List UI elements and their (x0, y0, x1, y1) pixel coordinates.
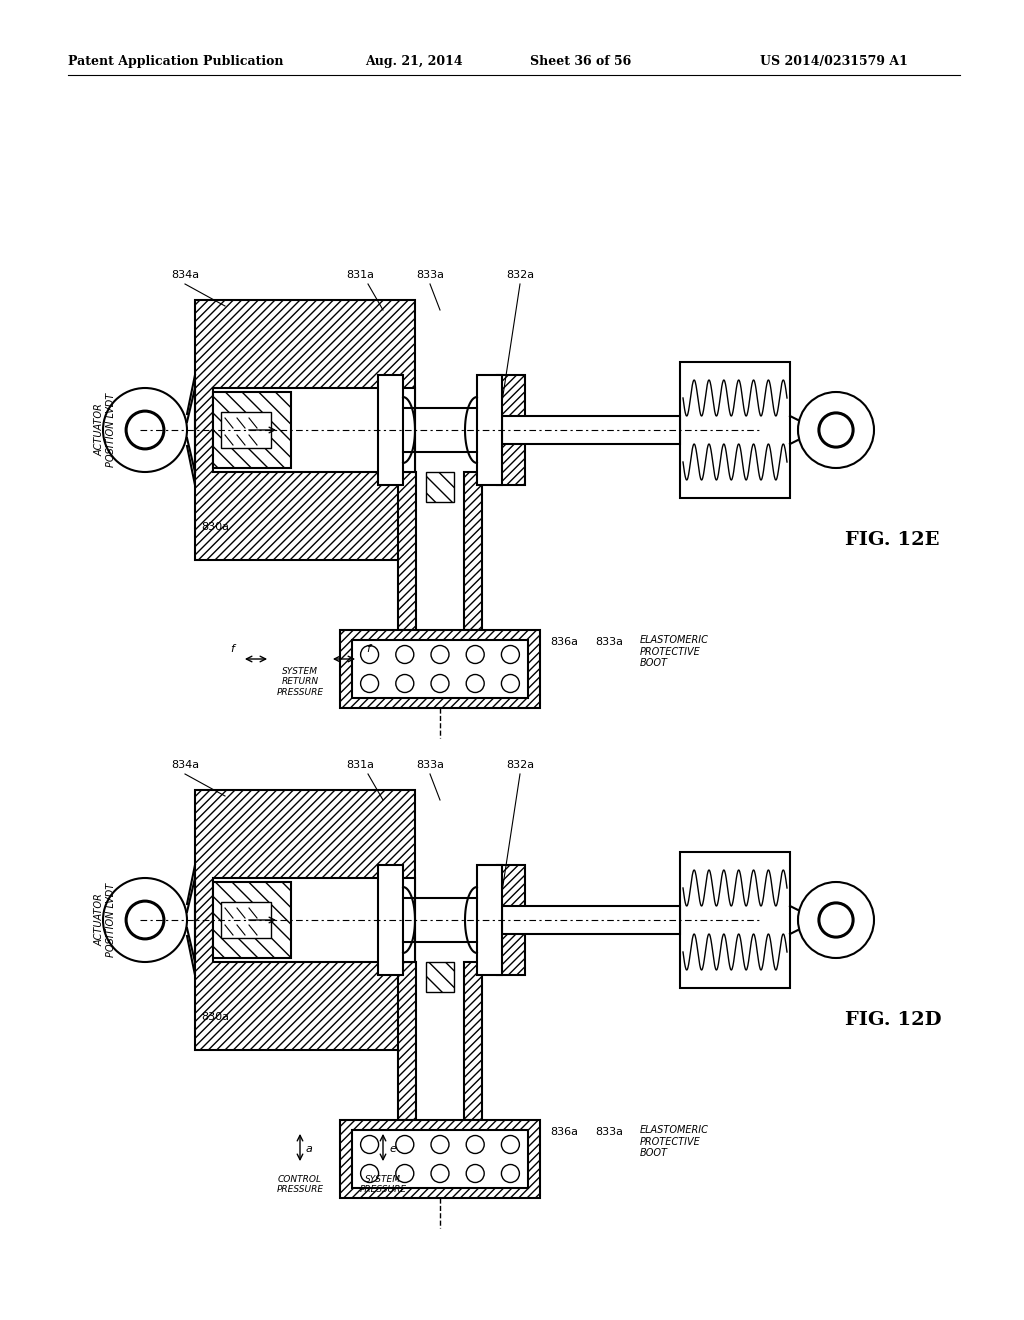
Text: 832a: 832a (506, 760, 535, 770)
Bar (195, 789, 415, 1049)
Bar (426, 473, 454, 502)
Text: f: f (366, 644, 370, 653)
Bar (502, 906, 680, 935)
Text: FIG. 12E: FIG. 12E (845, 531, 939, 549)
Bar (426, 962, 454, 993)
Text: FIG. 12D: FIG. 12D (845, 1011, 942, 1030)
Text: CONTROL
PRESSURE: CONTROL PRESSURE (276, 1175, 324, 1195)
Bar (398, 962, 416, 1119)
Text: 830a: 830a (201, 1012, 229, 1022)
Text: 833a: 833a (416, 271, 444, 280)
Bar (464, 473, 482, 630)
Bar (213, 882, 291, 958)
Bar (378, 375, 403, 484)
Bar (352, 640, 528, 698)
Text: ACTUATOR
POSITION LVDT: ACTUATOR POSITION LVDT (94, 393, 116, 467)
Bar (221, 902, 271, 939)
Bar (398, 962, 416, 1119)
Text: ACTUATOR
POSITION LVDT: ACTUATOR POSITION LVDT (94, 883, 116, 957)
Bar (213, 392, 291, 469)
Bar (464, 962, 482, 1119)
Text: 833a: 833a (595, 638, 623, 647)
Text: 834a: 834a (171, 760, 199, 770)
Bar (378, 865, 403, 975)
Bar (213, 392, 291, 469)
Bar (497, 375, 525, 484)
Bar (497, 865, 525, 975)
Text: US 2014/0231579 A1: US 2014/0231579 A1 (760, 55, 908, 69)
Bar (398, 473, 416, 630)
Text: Sheet 36 of 56: Sheet 36 of 56 (530, 55, 631, 69)
Text: SYSTEM
PRESSURE: SYSTEM PRESSURE (359, 1175, 407, 1195)
Text: ELASTOMERIC
PROTECTIVE
BOOT: ELASTOMERIC PROTECTIVE BOOT (640, 1125, 709, 1158)
Bar (464, 962, 482, 1119)
Bar (477, 375, 502, 484)
Bar (340, 1119, 540, 1199)
Text: 831a: 831a (346, 271, 374, 280)
Bar (213, 882, 291, 958)
Text: 832a: 832a (506, 271, 535, 280)
Text: Aug. 21, 2014: Aug. 21, 2014 (365, 55, 463, 69)
Bar (502, 416, 680, 444)
Bar (352, 1130, 528, 1188)
Bar (195, 300, 415, 560)
Text: 836a: 836a (550, 638, 578, 647)
Text: f: f (230, 644, 233, 653)
Bar (497, 865, 525, 975)
Text: 830a: 830a (201, 521, 229, 532)
Bar (477, 865, 502, 975)
Text: a: a (306, 1144, 313, 1154)
Text: 836a: 836a (550, 1127, 578, 1137)
Bar (221, 412, 271, 447)
Bar (213, 878, 415, 962)
Bar (213, 388, 415, 473)
Bar (195, 300, 415, 560)
Bar (340, 630, 540, 708)
Bar (680, 851, 790, 987)
Bar (497, 375, 525, 484)
Bar (426, 962, 454, 993)
Text: 833a: 833a (595, 1127, 623, 1137)
Text: Patent Application Publication: Patent Application Publication (68, 55, 284, 69)
Text: 834a: 834a (171, 271, 199, 280)
Bar (464, 473, 482, 630)
Bar (340, 630, 540, 708)
Text: SYSTEM
RETURN
PRESSURE: SYSTEM RETURN PRESSURE (276, 667, 324, 697)
Bar (426, 473, 454, 502)
Text: e: e (389, 1144, 396, 1154)
Bar (340, 1119, 540, 1199)
Text: 831a: 831a (346, 760, 374, 770)
Text: ELASTOMERIC
PROTECTIVE
BOOT: ELASTOMERIC PROTECTIVE BOOT (640, 635, 709, 668)
Bar (398, 473, 416, 630)
Bar (195, 789, 415, 1049)
Text: 833a: 833a (416, 760, 444, 770)
Bar (680, 362, 790, 498)
